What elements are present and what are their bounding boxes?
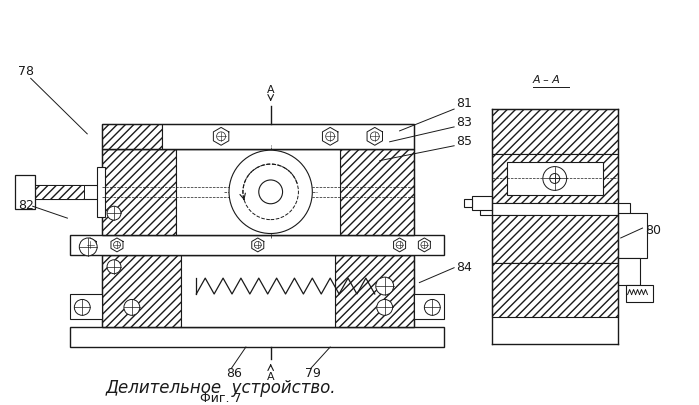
Bar [102, 255, 182, 327]
Bar [35, 185, 102, 199]
Text: А – А: А – А [533, 75, 561, 85]
Circle shape [377, 300, 393, 315]
Circle shape [326, 132, 335, 141]
Bar [472, 197, 492, 211]
Text: 82: 82 [17, 199, 34, 212]
Circle shape [79, 239, 97, 256]
Bar [102, 255, 415, 327]
Bar [618, 214, 647, 258]
Circle shape [396, 242, 403, 249]
Bar [102, 149, 176, 235]
Bar [492, 154, 618, 204]
Circle shape [74, 300, 90, 315]
Bar [502, 263, 608, 285]
Bar [340, 149, 415, 235]
Bar [71, 295, 102, 320]
Circle shape [543, 167, 567, 191]
Text: Фиг. 7: Фиг. 7 [201, 391, 242, 404]
Circle shape [376, 277, 394, 295]
Text: 85: 85 [456, 134, 472, 147]
Circle shape [421, 242, 428, 249]
Circle shape [107, 207, 121, 221]
Circle shape [217, 132, 226, 141]
Bar [97, 168, 105, 217]
Bar [35, 185, 85, 199]
Circle shape [550, 174, 560, 184]
Bar [182, 255, 335, 327]
Bar [102, 149, 415, 235]
Circle shape [107, 260, 121, 274]
Bar [626, 285, 654, 303]
Bar [480, 204, 630, 215]
Bar [507, 162, 603, 196]
Text: 81: 81 [456, 97, 472, 110]
Bar [415, 295, 444, 320]
Bar [71, 235, 444, 255]
Circle shape [259, 181, 282, 204]
Bar [161, 125, 415, 149]
Circle shape [229, 151, 312, 234]
Text: 84: 84 [456, 260, 472, 273]
Circle shape [424, 300, 440, 315]
Text: 83: 83 [456, 116, 472, 129]
Bar [492, 215, 618, 263]
Bar [102, 125, 415, 149]
Bar [102, 125, 161, 149]
Circle shape [87, 242, 94, 249]
Text: 80: 80 [645, 224, 661, 237]
Text: А: А [267, 85, 275, 95]
Bar [464, 200, 472, 208]
Bar [618, 258, 640, 285]
Text: Делительное  устройство.: Делительное устройство. [106, 378, 336, 396]
Text: 86: 86 [226, 366, 242, 379]
Bar [15, 176, 35, 209]
Bar [335, 255, 415, 327]
Bar [71, 327, 444, 347]
Circle shape [113, 242, 120, 249]
Bar [492, 263, 618, 318]
Circle shape [370, 132, 380, 141]
Circle shape [254, 242, 261, 249]
Circle shape [124, 300, 140, 315]
Bar [492, 110, 618, 154]
Text: А: А [267, 371, 275, 381]
Circle shape [243, 165, 298, 220]
Bar [176, 149, 340, 235]
Text: 78: 78 [17, 65, 34, 78]
Text: 79: 79 [305, 366, 322, 379]
